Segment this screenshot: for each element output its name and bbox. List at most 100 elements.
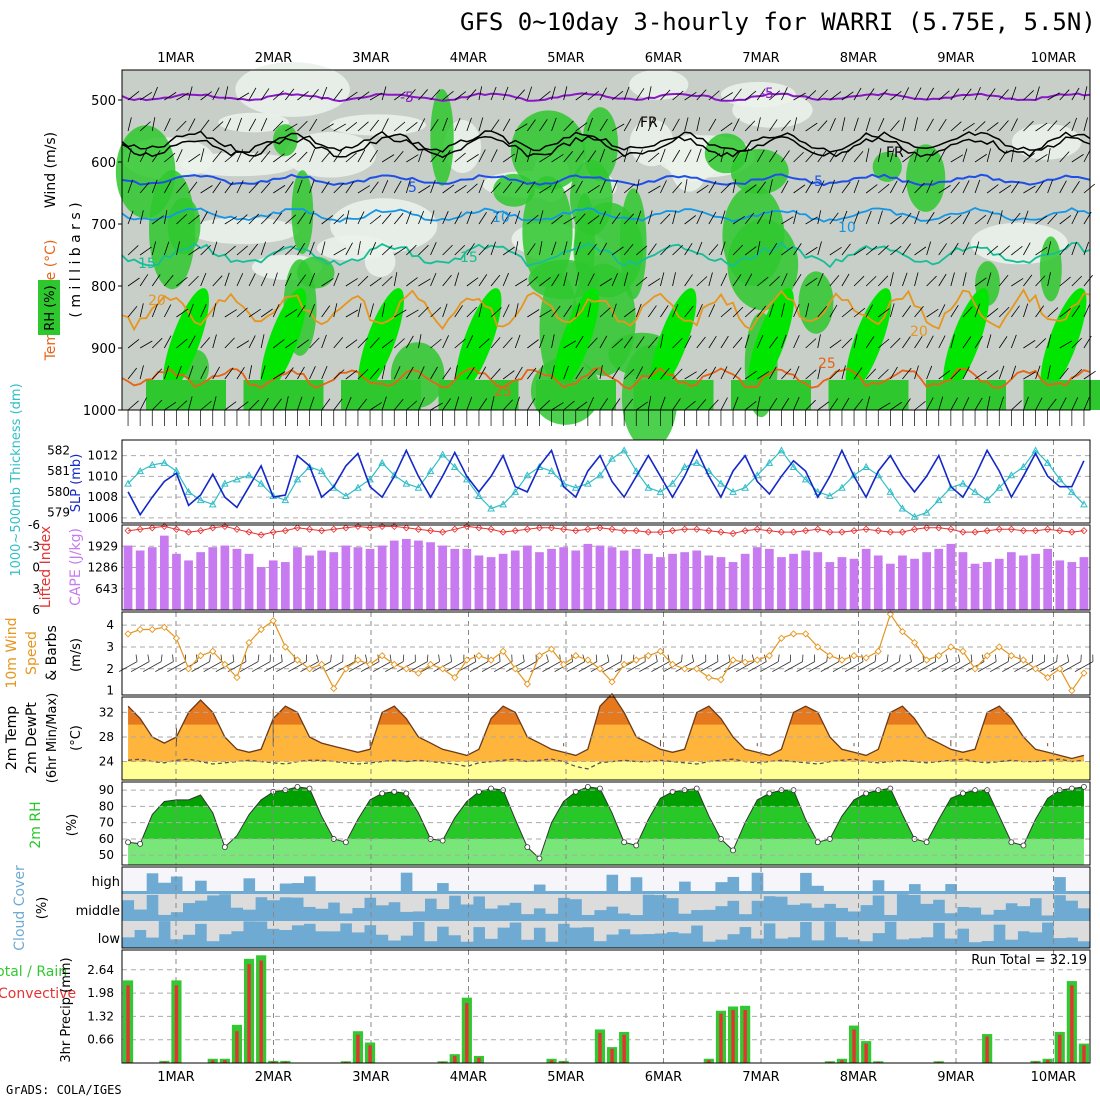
rh-moist-patch: [730, 149, 789, 195]
upper-wind-barb: [442, 211, 449, 225]
cape-bar: [643, 553, 653, 610]
lifted-index-point: [802, 527, 810, 535]
temp-contour-5: [121, 173, 1091, 187]
upper-wind-barb: [236, 401, 249, 411]
upper-wind-barb: [793, 335, 800, 349]
cloud-cell: [545, 921, 559, 942]
wind-speed-point: [233, 673, 241, 682]
upper-wind-barb: [986, 396, 991, 411]
slp-background: [122, 440, 1090, 523]
upper-wind-barb: [1059, 180, 1067, 194]
cape-bar: [813, 552, 823, 610]
wind-barb-10m: [808, 661, 827, 672]
rh-moist-base: [633, 380, 714, 410]
upper-wind-barb: [127, 117, 132, 132]
upper-wind-barb: [430, 402, 443, 411]
upper-wind-barb: [1010, 148, 1015, 163]
upper-wind-barb: [164, 152, 176, 163]
cloud-cell: [279, 921, 292, 931]
pressure-tick-label: 1000: [83, 404, 116, 419]
upper-wind-barb: [430, 89, 441, 101]
cloud-cell: [799, 867, 813, 873]
cape-bar: [946, 543, 956, 610]
cloud-cell: [799, 921, 813, 923]
upper-wind-barb: [769, 397, 778, 411]
upper-wind-barb: [1083, 183, 1095, 194]
upper-wind-barb: [647, 396, 652, 411]
cloud-cell: [315, 921, 329, 932]
upper-wind-barb: [769, 276, 780, 287]
upper-wind-barb: [914, 272, 919, 287]
t2m-label: 2m Temp: [4, 706, 20, 770]
upper-wind-barb: [962, 148, 968, 163]
upper-wind-barb: [672, 398, 681, 411]
upper-wind-barb: [563, 216, 576, 225]
wind-barb-10m: [191, 661, 210, 672]
cloud-cell: [690, 867, 704, 891]
wind-barb-feather: [172, 654, 174, 662]
wind-barb-feather: [438, 654, 440, 662]
lifted-index-point: [1044, 525, 1052, 533]
upper-wind-barb: [139, 340, 153, 349]
thickness-point: [450, 462, 459, 470]
cape-tick-label: 643: [95, 582, 118, 596]
upper-wind-barb: [998, 274, 1009, 287]
upper-wind-barb: [333, 214, 345, 225]
thickness-point: [281, 496, 290, 504]
contour-label: -5: [760, 86, 774, 102]
wind10-unit-label: (m/s): [69, 638, 84, 672]
upper-wind-barb: [454, 117, 461, 132]
cape-bar: [172, 553, 181, 610]
upper-wind-barb: [1023, 274, 1033, 287]
upper-wind-barb: [1011, 246, 1023, 256]
cape-bar: [353, 547, 363, 610]
upper-wind-barb: [1023, 340, 1036, 349]
wind-barb-10m: [155, 661, 174, 672]
wind-barb-10m: [639, 661, 658, 672]
cape-bar: [680, 552, 690, 610]
wind-speed-point: [935, 652, 943, 660]
upper-wind-barb: [648, 367, 657, 380]
upper-wind-barb: [889, 272, 894, 287]
upper-wind-barb: [393, 338, 405, 349]
wind-speed-point: [1044, 673, 1052, 682]
cloud-cell: [884, 921, 897, 922]
cloud-cell: [969, 921, 982, 943]
wind-barb-10m: [893, 661, 912, 672]
upper-wind-barb: [744, 273, 753, 287]
lifted-index-point: [499, 528, 507, 536]
cloud-cell: [1077, 894, 1091, 909]
lifted-index-point: [124, 527, 132, 535]
upper-wind-barb: [418, 118, 426, 132]
upper-wind-barb: [515, 278, 528, 287]
cape-bar: [305, 555, 314, 610]
cloud-cell: [1065, 867, 1079, 891]
wind-barb-10m: [348, 661, 368, 672]
cloud-cell: [569, 921, 583, 928]
upper-wind-barb: [1071, 305, 1081, 318]
cloud-cell: [956, 921, 970, 929]
upper-wind-barb: [309, 337, 320, 349]
precip-convective-bar: [368, 1045, 372, 1063]
wind-speed-point: [608, 678, 616, 686]
upper-wind-barb: [272, 90, 284, 101]
upper-wind-barb: [224, 181, 234, 194]
cloud-cell: [364, 867, 377, 891]
upper-wind-barb: [405, 179, 411, 194]
upper-wind-barb: [442, 367, 452, 380]
cloud-cell: [642, 867, 655, 891]
cape-bar: [293, 547, 302, 610]
wind-speed-point: [596, 665, 604, 673]
upper-wind-barb: [139, 397, 147, 411]
wind-barb-feather: [886, 654, 889, 662]
upper-wind-barb: [696, 148, 702, 163]
upper-wind-barb: [260, 241, 266, 256]
cloud-cell: [920, 894, 934, 904]
cloud-cell: [1041, 894, 1055, 916]
wind-speed-point: [269, 617, 277, 625]
rh-saturated-plume: [455, 288, 502, 392]
wind10-barbs-label: & Barbs: [44, 625, 60, 681]
contour-label: 5: [408, 180, 417, 196]
cloud-cell: [593, 894, 607, 911]
wind-barb-10m: [445, 661, 464, 672]
